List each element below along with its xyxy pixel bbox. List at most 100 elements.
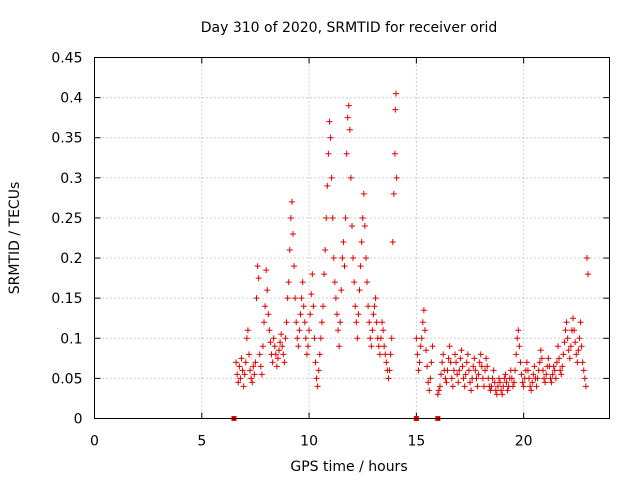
data-point — [555, 343, 561, 350]
data-point — [453, 359, 460, 366]
data-point — [440, 351, 447, 358]
data-point — [379, 319, 386, 326]
data-point — [269, 359, 276, 366]
data-point — [255, 275, 262, 282]
data-point — [236, 363, 243, 370]
y-tick-label: 0.45 — [51, 51, 82, 67]
data-point — [426, 387, 433, 394]
data-point — [585, 271, 592, 278]
data-point — [373, 319, 380, 326]
data-point — [447, 359, 454, 366]
data-point — [274, 355, 281, 362]
data-point — [461, 383, 468, 390]
data-point — [271, 343, 278, 350]
data-point — [278, 331, 285, 338]
data-point — [537, 347, 544, 354]
data-point — [464, 351, 471, 358]
data-point — [458, 347, 465, 354]
data-point — [320, 303, 327, 310]
x-tick-label: 15 — [407, 434, 425, 450]
data-point — [465, 367, 472, 374]
data-point — [434, 391, 441, 398]
data-point — [583, 255, 590, 262]
data-point — [460, 375, 467, 382]
data-point — [321, 271, 328, 278]
data-point — [322, 247, 329, 254]
data-point — [528, 387, 535, 394]
data-point — [518, 371, 525, 378]
data-point — [324, 182, 331, 189]
data-point — [311, 335, 318, 342]
data-point — [339, 255, 346, 262]
data-point — [242, 359, 249, 366]
data-point — [253, 295, 260, 302]
data-point — [435, 387, 442, 394]
data-point — [300, 303, 307, 310]
y-tick-label: 0.2 — [60, 251, 82, 267]
data-point — [254, 263, 261, 270]
data-point — [258, 371, 265, 378]
data-point — [353, 319, 360, 326]
axis-ticks — [94, 57, 610, 419]
data-point — [429, 343, 436, 350]
data-point — [491, 379, 498, 386]
data-point — [549, 371, 556, 378]
data-point — [478, 363, 485, 370]
data-point — [243, 335, 250, 342]
data-point — [582, 383, 589, 390]
data-point — [277, 339, 284, 346]
data-point — [564, 335, 571, 342]
tick-labels: 0 0.05 0.1 0.15 0.2 0.25 0.3 0.35 0.4 0.45 0 5 10 15 2… — [51, 51, 532, 450]
data-point — [474, 383, 481, 390]
data-point — [561, 339, 568, 346]
plot-frame — [94, 57, 610, 419]
data-point — [442, 375, 449, 382]
data-point — [580, 367, 587, 374]
data-point — [508, 375, 515, 382]
data-point — [533, 383, 540, 390]
data-point — [302, 335, 309, 342]
data-point — [559, 363, 566, 370]
data-point — [308, 291, 315, 298]
data-point — [418, 335, 425, 342]
data-point — [509, 383, 516, 390]
data-point — [283, 319, 290, 326]
data-point — [516, 343, 523, 350]
data-point — [289, 230, 296, 237]
data-point — [577, 319, 584, 326]
data-point — [327, 134, 334, 141]
data-point — [281, 359, 288, 366]
y-tick-label: 0.4 — [60, 91, 82, 107]
data-point — [335, 327, 342, 334]
data-point — [276, 347, 283, 354]
gridlines — [94, 57, 610, 419]
data-point — [556, 355, 563, 362]
data-point — [349, 222, 355, 229]
data-point — [572, 339, 579, 346]
data-point — [456, 367, 463, 374]
data-point — [333, 311, 340, 318]
data-point — [259, 343, 266, 350]
data-point — [247, 367, 254, 374]
data-point — [256, 351, 263, 358]
data-point — [323, 214, 330, 221]
data-point — [550, 363, 557, 370]
x-tick-label: 20 — [515, 434, 533, 450]
data-point — [514, 335, 521, 342]
data-point — [459, 363, 466, 370]
data-point — [480, 383, 487, 390]
data-point — [393, 174, 400, 181]
data-point — [576, 335, 583, 342]
data-point — [285, 279, 292, 286]
data-point — [280, 351, 287, 358]
data-point — [293, 319, 300, 326]
data-point — [387, 351, 394, 358]
data-point — [513, 351, 520, 358]
data-point — [251, 371, 258, 378]
data-point — [380, 327, 387, 334]
data-point — [376, 351, 383, 358]
data-point — [250, 363, 257, 370]
data-point — [470, 363, 477, 370]
data-point — [477, 351, 484, 358]
